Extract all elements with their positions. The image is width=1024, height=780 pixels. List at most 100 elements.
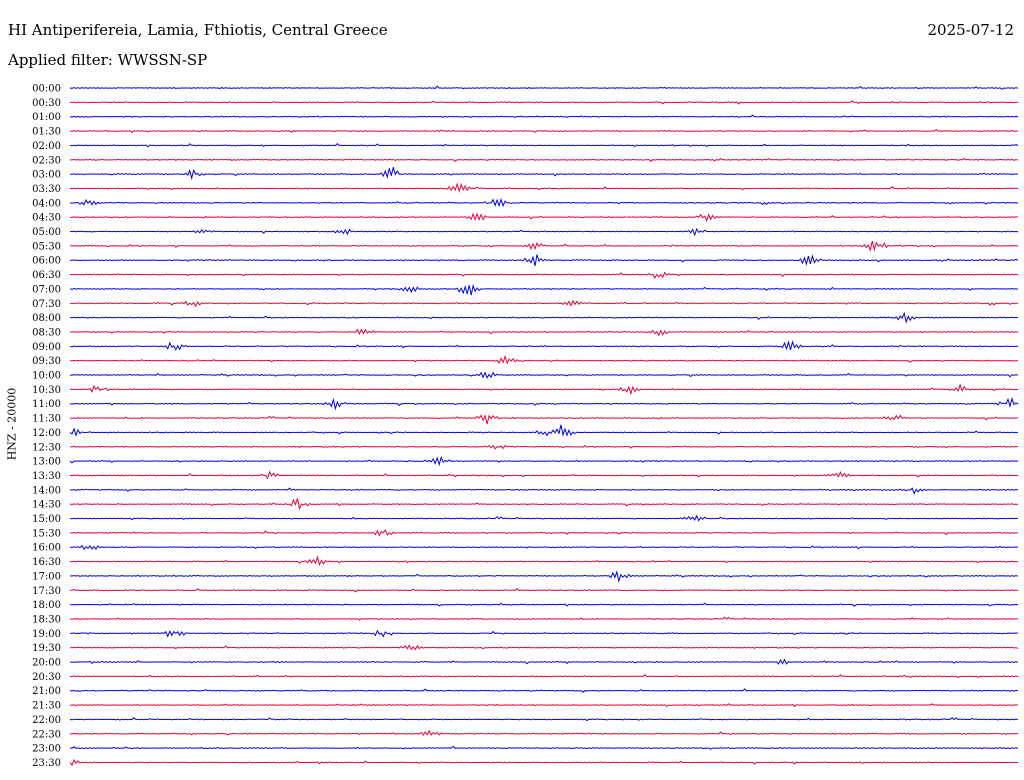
trace-line bbox=[69, 227, 1019, 237]
time-tick-label: 17:00 bbox=[32, 571, 61, 582]
trace-line bbox=[69, 157, 1019, 162]
trace-line bbox=[69, 444, 1019, 450]
trace-line bbox=[69, 616, 1019, 621]
time-tick-label: 04:00 bbox=[32, 198, 61, 209]
trace-line bbox=[69, 114, 1019, 118]
trace-line bbox=[69, 328, 1019, 337]
time-tick-label: 15:30 bbox=[32, 528, 61, 539]
trace-line bbox=[69, 455, 1019, 467]
time-tick-label: 06:00 bbox=[32, 256, 61, 267]
time-tick-label: 11:00 bbox=[32, 399, 61, 410]
time-tick-label: 02:30 bbox=[32, 155, 61, 166]
time-tick-label: 13:00 bbox=[32, 457, 61, 468]
time-tick-label: 07:30 bbox=[32, 299, 61, 310]
time-tick-label: 09:00 bbox=[32, 342, 61, 353]
trace-line bbox=[69, 529, 1019, 537]
time-tick-label: 14:00 bbox=[32, 485, 61, 496]
trace-line bbox=[69, 100, 1019, 105]
trace-line bbox=[69, 703, 1019, 708]
trace-line bbox=[69, 717, 1019, 722]
trace-line bbox=[69, 570, 1019, 584]
time-tick-label: 03:00 bbox=[32, 170, 61, 181]
time-tick-label: 03:30 bbox=[32, 184, 61, 195]
trace-line bbox=[69, 514, 1019, 522]
time-tick-label: 15:00 bbox=[32, 514, 61, 525]
trace-line bbox=[69, 254, 1019, 267]
time-tick-label: 00:30 bbox=[32, 98, 61, 109]
time-tick-label: 05:00 bbox=[32, 227, 61, 238]
time-tick-label: 23:00 bbox=[32, 744, 61, 755]
trace-line bbox=[69, 424, 1019, 437]
trace-line bbox=[69, 283, 1019, 296]
trace-line bbox=[69, 299, 1019, 308]
time-tick-label: 11:30 bbox=[32, 414, 61, 425]
time-tick-label: 01:30 bbox=[32, 127, 61, 138]
trace-line bbox=[69, 629, 1019, 638]
trace-line bbox=[69, 644, 1019, 651]
time-tick-label: 07:00 bbox=[32, 284, 61, 295]
trace-line bbox=[69, 371, 1019, 380]
time-tick-label: 10:30 bbox=[32, 385, 61, 396]
trace-line bbox=[69, 688, 1019, 693]
time-tick-label: 16:30 bbox=[32, 557, 61, 568]
trace-line bbox=[69, 85, 1019, 90]
trace-line bbox=[69, 414, 1019, 425]
time-tick-label: 12:30 bbox=[32, 442, 61, 453]
trace-line bbox=[69, 498, 1019, 511]
trace-line bbox=[69, 167, 1019, 181]
trace-line bbox=[69, 240, 1019, 252]
time-tick-label: 08:00 bbox=[32, 313, 61, 324]
trace-line bbox=[69, 182, 1019, 194]
trace-line bbox=[69, 487, 1019, 495]
time-tick-label: 20:00 bbox=[32, 658, 61, 669]
trace-line bbox=[69, 758, 1019, 767]
trace-line bbox=[69, 397, 1019, 411]
trace-line bbox=[69, 354, 1019, 365]
time-tick-label: 22:00 bbox=[32, 715, 61, 726]
time-tick-label: 14:30 bbox=[32, 500, 61, 511]
trace-line bbox=[69, 383, 1019, 396]
trace-line bbox=[69, 128, 1019, 134]
time-tick-label: 18:30 bbox=[32, 614, 61, 625]
time-tick-label: 22:30 bbox=[32, 729, 61, 740]
trace-line bbox=[70, 587, 1019, 593]
time-tick-label: 21:30 bbox=[32, 701, 61, 712]
time-tick-label: 13:30 bbox=[32, 471, 61, 482]
trace-line bbox=[69, 745, 1019, 750]
time-tick-label: 01:00 bbox=[32, 112, 61, 123]
trace-line bbox=[69, 340, 1019, 351]
station-title: HI Antiperifereia, Lamia, Fthiotis, Cent… bbox=[8, 21, 388, 39]
time-tick-label: 04:30 bbox=[32, 213, 61, 224]
filter-label: Applied filter: WWSSN-SP bbox=[8, 51, 208, 69]
time-tick-label: 23:30 bbox=[32, 758, 61, 769]
trace-line bbox=[69, 658, 1019, 665]
time-tick-label: 08:30 bbox=[32, 327, 61, 338]
time-tick-label: 05:30 bbox=[32, 241, 61, 252]
trace-line bbox=[69, 602, 1019, 607]
time-tick-label: 00:00 bbox=[32, 84, 61, 95]
trace-line bbox=[69, 555, 1019, 567]
time-tick-label: 10:00 bbox=[32, 371, 61, 382]
trace-line bbox=[69, 729, 1019, 736]
time-tick-label: 20:30 bbox=[32, 672, 61, 683]
time-tick-label: 12:00 bbox=[32, 428, 61, 439]
trace-line bbox=[69, 544, 1019, 550]
trace-line bbox=[69, 143, 1019, 148]
time-tick-label: 09:30 bbox=[32, 356, 61, 367]
trace-line bbox=[69, 197, 1019, 208]
time-tick-label: 18:00 bbox=[32, 600, 61, 611]
time-tick-label: 19:00 bbox=[32, 629, 61, 640]
time-tick-label: 19:30 bbox=[32, 643, 61, 654]
trace-line bbox=[69, 470, 1019, 480]
time-tick-label: 17:30 bbox=[32, 586, 61, 597]
time-tick-label: 06:30 bbox=[32, 270, 61, 281]
trace-line bbox=[69, 212, 1019, 223]
trace-line bbox=[69, 271, 1019, 280]
trace-line bbox=[69, 674, 1019, 679]
time-tick-label: 02:00 bbox=[32, 141, 61, 152]
time-tick-label: 16:00 bbox=[32, 543, 61, 554]
record-date: 2025-07-12 bbox=[927, 21, 1014, 39]
time-tick-label: 21:00 bbox=[32, 686, 61, 697]
trace-line bbox=[69, 311, 1019, 324]
